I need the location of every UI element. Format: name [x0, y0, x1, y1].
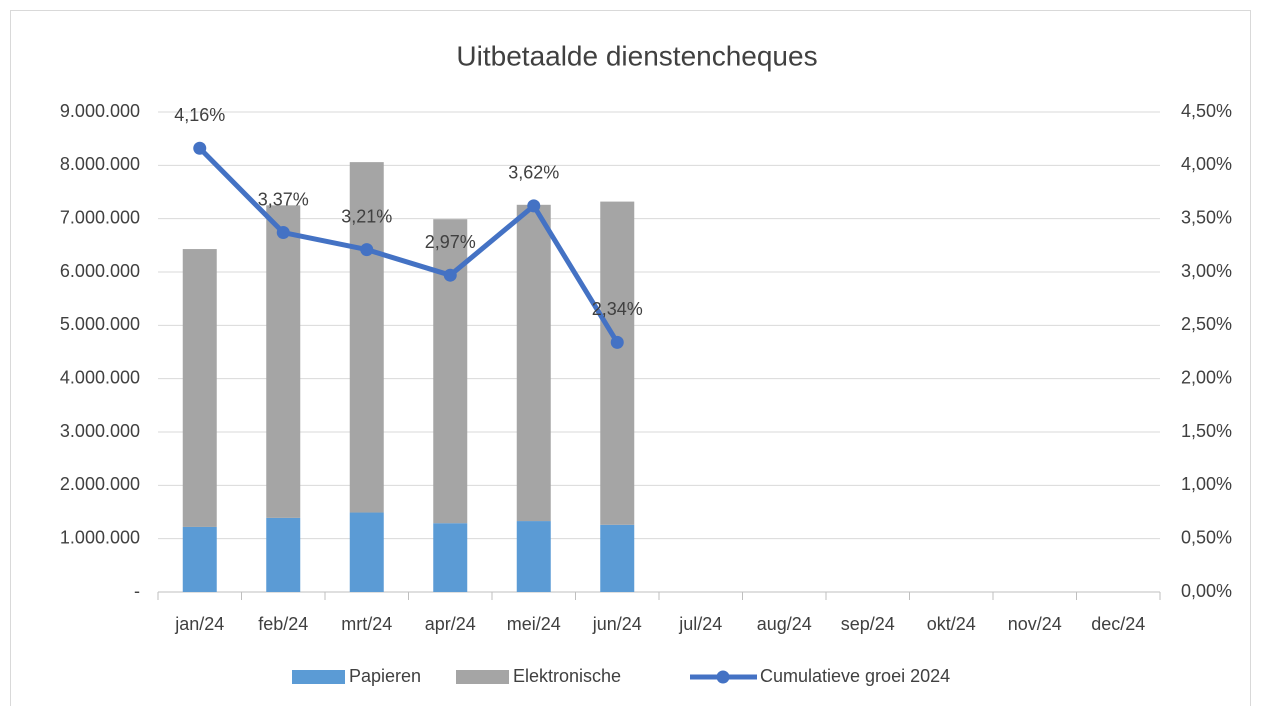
x-tick-label: feb/24: [258, 614, 308, 634]
y2-tick-label: 0,00%: [1181, 581, 1232, 601]
bar: [600, 524, 635, 592]
y2-tick-label: 4,50%: [1181, 101, 1232, 121]
bar: [266, 205, 301, 518]
y2-tick-label: 0,50%: [1181, 527, 1232, 547]
data-label: 4,16%: [174, 105, 225, 125]
x-tick-label: sep/24: [841, 614, 895, 634]
legend-swatch: [292, 670, 345, 684]
x-tick-label: mrt/24: [341, 614, 392, 634]
data-label: 2,97%: [425, 232, 476, 252]
line-marker: [193, 141, 207, 155]
x-tick-label: dec/24: [1091, 614, 1145, 634]
bar: [266, 517, 301, 592]
x-tick-label: jun/24: [592, 614, 642, 634]
y2-tick-label: 1,00%: [1181, 474, 1232, 494]
y2-tick-label: 1,50%: [1181, 421, 1232, 441]
data-label: 3,37%: [258, 189, 309, 209]
x-tick-label: jan/24: [174, 614, 224, 634]
bar: [433, 523, 468, 592]
line-marker: [527, 199, 541, 213]
y-tick-label: 6.000.000: [60, 261, 140, 281]
y-tick-label: 2.000.000: [60, 474, 140, 494]
x-tick-label: okt/24: [927, 614, 976, 634]
x-tick-label: mei/24: [507, 614, 561, 634]
x-tick-label: nov/24: [1008, 614, 1062, 634]
y-tick-label: -: [134, 581, 140, 601]
y-tick-label: 3.000.000: [60, 421, 140, 441]
y-tick-label: 8.000.000: [60, 154, 140, 174]
data-label: 3,62%: [508, 163, 559, 183]
line-marker: [360, 243, 374, 257]
bar: [182, 249, 217, 527]
x-tick-label: jul/24: [678, 614, 722, 634]
y2-tick-label: 3,00%: [1181, 261, 1232, 281]
line-marker: [443, 268, 457, 282]
data-label: 2,34%: [592, 299, 643, 319]
bar: [600, 201, 635, 525]
y-tick-label: 9.000.000: [60, 101, 140, 121]
y2-tick-label: 3,50%: [1181, 207, 1232, 227]
legend-label: Cumulatieve groei 2024: [760, 666, 950, 686]
line-marker: [610, 335, 624, 349]
legend-swatch: [456, 670, 509, 684]
legend-label: Elektronische: [513, 666, 621, 686]
y-tick-label: 4.000.000: [60, 367, 140, 387]
y2-tick-label: 2,00%: [1181, 367, 1232, 387]
data-label: 3,21%: [341, 206, 392, 226]
x-tick-label: apr/24: [425, 614, 476, 634]
y-tick-label: 1.000.000: [60, 527, 140, 547]
y-tick-label: 5.000.000: [60, 314, 140, 334]
chart-title: Uitbetaalde dienstencheques: [456, 40, 817, 71]
bar: [516, 204, 551, 522]
legend-label: Papieren: [349, 666, 421, 686]
x-tick-label: aug/24: [757, 614, 812, 634]
legend-marker: [716, 670, 730, 684]
y2-tick-label: 2,50%: [1181, 314, 1232, 334]
y-tick-label: 7.000.000: [60, 207, 140, 227]
line: [197, 146, 620, 344]
bar: [349, 512, 384, 592]
y2-tick-label: 4,00%: [1181, 154, 1232, 174]
bar: [349, 162, 384, 513]
bar: [182, 526, 217, 592]
line-marker: [276, 226, 290, 240]
bar: [516, 521, 551, 592]
